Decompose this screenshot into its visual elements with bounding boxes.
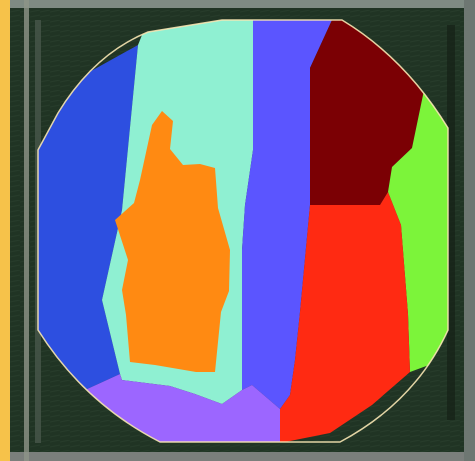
zone-dark-red [310, 20, 428, 205]
segmented-field [38, 20, 448, 442]
map-canvas [10, 0, 475, 461]
right-field-edge [447, 25, 455, 420]
zone-purple-blue [242, 20, 332, 409]
zone-red [280, 192, 410, 442]
left-track [24, 0, 29, 461]
right-road [464, 0, 475, 461]
bottom-road [10, 452, 475, 461]
top-road [10, 0, 475, 8]
zone-lavender [85, 374, 280, 442]
map-svg [10, 0, 475, 461]
zone-orange [115, 111, 230, 372]
field-boundary [37, 19, 449, 443]
zone-blue-left [38, 45, 138, 390]
zone-green [388, 71, 448, 372]
left-margin-strip [0, 0, 10, 461]
